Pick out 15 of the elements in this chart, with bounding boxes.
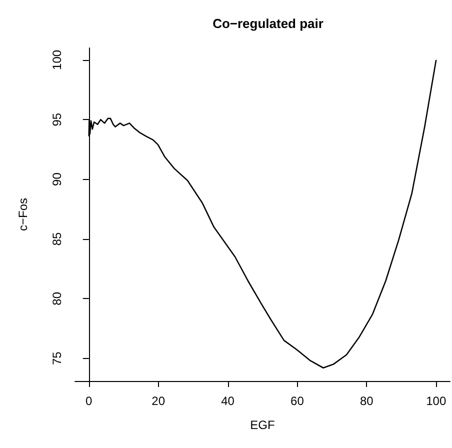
y-tick-label: 75 — [50, 351, 64, 365]
x-tick-label: 20 — [152, 394, 166, 408]
y-tick-label: 80 — [50, 292, 64, 306]
x-tick-label: 80 — [360, 394, 374, 408]
y-tick-label: 100 — [50, 50, 64, 70]
chart-title: Co−regulated pair — [212, 16, 324, 31]
y-tick-label: 85 — [50, 232, 64, 246]
x-tick-label: 60 — [290, 394, 304, 408]
y-tick-label: 95 — [50, 112, 64, 126]
y-axis-title: c−Fos — [16, 198, 30, 232]
x-tick-label: 0 — [86, 394, 93, 408]
y-tick-label: 90 — [50, 172, 64, 186]
x-tick-label: 40 — [221, 394, 235, 408]
x-axis-title: EGF — [250, 418, 275, 432]
x-tick-label: 100 — [426, 394, 446, 408]
